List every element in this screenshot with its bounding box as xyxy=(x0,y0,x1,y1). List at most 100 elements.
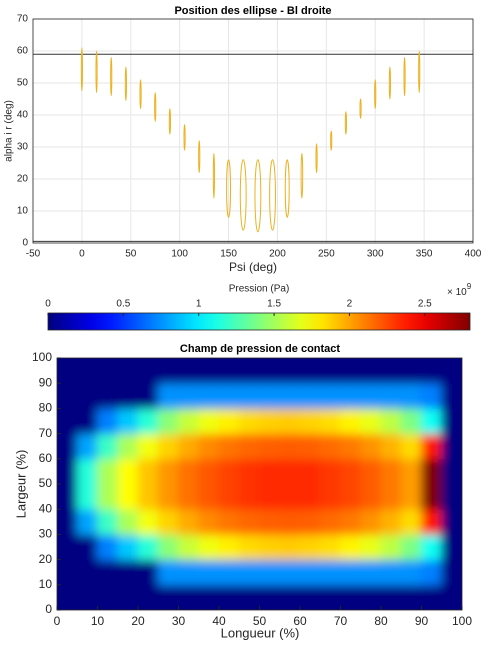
heatmap-cell xyxy=(218,382,240,409)
heatmap-cell xyxy=(421,483,443,510)
heatmap-cell xyxy=(441,483,462,510)
colorbar-tick-label: 0 xyxy=(45,299,51,310)
heatmap-cell xyxy=(218,483,240,510)
heatmap-cell xyxy=(259,533,281,561)
heatmap-cell xyxy=(299,559,321,586)
heatmap-cell xyxy=(279,433,301,460)
heatmap-cell xyxy=(421,407,443,435)
heatmap-cell xyxy=(178,382,200,409)
x-axis-label: Psi (deg) xyxy=(229,260,277,274)
heatmap-cell xyxy=(319,433,341,460)
heatmap-cell xyxy=(57,533,78,561)
ellipse xyxy=(95,50,98,94)
x-tick-label: 0 xyxy=(79,249,85,260)
ellipse xyxy=(226,159,232,218)
heatmap-cell xyxy=(76,483,98,510)
x-tick-label: -50 xyxy=(26,249,41,260)
x-tick-label: 300 xyxy=(367,249,384,260)
heatmap-cell xyxy=(421,382,443,409)
heatmap-cell xyxy=(117,382,139,409)
heatmap-cell xyxy=(137,407,159,435)
heatmap-cell xyxy=(340,433,362,460)
axes-box xyxy=(32,18,474,244)
heatmap-cell xyxy=(157,458,179,485)
heatmap-cell xyxy=(340,584,362,610)
heatmap-cell xyxy=(238,533,260,561)
heatmap-cell xyxy=(178,533,200,561)
heatmap-cell xyxy=(319,483,341,510)
heatmap-cell xyxy=(218,584,240,610)
ellipse xyxy=(315,143,318,174)
heatmap-cell xyxy=(421,358,443,384)
ellipse xyxy=(300,152,304,199)
ellipse xyxy=(80,47,83,92)
heatmap-cell xyxy=(279,382,301,409)
heatmap-cell xyxy=(360,584,382,610)
y-tick-label: 0 xyxy=(45,602,52,616)
heatmap-cell xyxy=(238,433,260,460)
colorbar-label: Pression (Pa) xyxy=(229,284,290,295)
heatmap-cell xyxy=(117,407,139,435)
heatmap-cell xyxy=(319,584,341,610)
heatmap-cell xyxy=(421,533,443,561)
heatmap-cell xyxy=(299,533,321,561)
heatmap-cell xyxy=(76,433,98,460)
heatmap-cell xyxy=(218,533,240,561)
x-tick-label: 30 xyxy=(172,614,186,628)
exponent-power: 9 xyxy=(467,282,472,291)
ellipse xyxy=(212,152,215,199)
y-tick-label: 60 xyxy=(39,451,53,465)
heatmap-cell xyxy=(360,382,382,409)
heatmap-cell xyxy=(117,584,139,610)
x-tick-label: 50 xyxy=(253,614,267,628)
heatmap-cell xyxy=(198,533,220,561)
x-tick-label: 250 xyxy=(318,249,335,260)
heatmap-cell xyxy=(178,433,200,460)
heatmap-cell xyxy=(380,559,402,586)
heatmap-cell xyxy=(259,559,281,586)
ellipse xyxy=(154,92,157,122)
y-tick-label: 60 xyxy=(17,46,29,57)
x-tick-label: 150 xyxy=(220,249,237,260)
axes-box xyxy=(56,357,463,611)
ellipse xyxy=(330,130,333,151)
heatmap-cell xyxy=(76,508,98,535)
chart-title: Champ de pression de contact xyxy=(180,343,340,355)
chart-title: Position des ellipse - Bl droite xyxy=(174,5,331,17)
y-tick-label: 100 xyxy=(32,350,52,364)
y-tick-label: 80 xyxy=(39,401,53,415)
heatmap-cell xyxy=(299,382,321,409)
heatmap-cell xyxy=(279,559,301,586)
heatmap-cell xyxy=(380,358,402,384)
heatmap-cell xyxy=(157,407,179,435)
heatmap-cell xyxy=(97,407,119,435)
heatmap-cell xyxy=(380,483,402,510)
heatmap-cell xyxy=(218,407,240,435)
y-tick-label: 0 xyxy=(22,238,28,249)
heatmap-cell xyxy=(117,483,139,510)
heatmap-cell xyxy=(441,433,462,460)
colorbar-tick-label: 1.5 xyxy=(267,299,281,310)
heatmap-cell xyxy=(178,458,200,485)
heatmap-cell xyxy=(279,483,301,510)
heatmap-cell xyxy=(279,584,301,610)
heatmap-cell xyxy=(238,483,260,510)
heatmap-area xyxy=(57,358,462,610)
heatmap-cell xyxy=(319,508,341,535)
y-tick-label: 10 xyxy=(39,577,53,591)
heatmap-cell xyxy=(400,533,422,561)
heatmap-cell xyxy=(299,483,321,510)
colorbar-tick-label: 0.5 xyxy=(116,299,130,310)
heatmap-cell xyxy=(97,458,119,485)
heatmap-cell xyxy=(198,407,220,435)
heatmap-cell xyxy=(360,458,382,485)
heatmap-cell xyxy=(117,458,139,485)
heatmap-cell xyxy=(76,407,98,435)
heatmap-cell xyxy=(137,584,159,610)
heatmap-cell xyxy=(299,584,321,610)
heatmap-cell xyxy=(380,533,402,561)
heatmap-cell xyxy=(137,533,159,561)
x-tick-label: 20 xyxy=(131,614,145,628)
heatmap-cell xyxy=(57,559,78,586)
